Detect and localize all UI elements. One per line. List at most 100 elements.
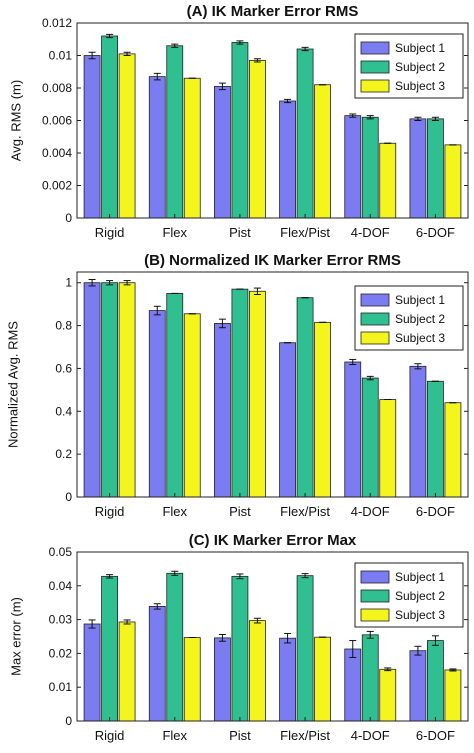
y-tick-label: 0 <box>65 211 72 225</box>
legend-swatch <box>360 293 390 307</box>
legend-entry: Subject 1 <box>395 293 445 307</box>
chart-panel-3: (C) IK Marker Error Max Max error (m) 0 0.0… <box>8 532 469 743</box>
bar <box>214 323 231 498</box>
bar <box>314 84 331 219</box>
y-tick-label: 0.6 <box>55 361 72 375</box>
bar <box>279 637 296 722</box>
bar <box>183 77 201 219</box>
bar <box>314 321 331 498</box>
legend-swatch <box>360 570 390 584</box>
legend: Subject 1 Subject 2 Subject 3 <box>354 33 464 99</box>
bar <box>166 572 184 722</box>
bar <box>183 313 201 498</box>
plot-area-frame <box>76 551 469 722</box>
bar <box>166 45 184 219</box>
bar <box>101 282 118 498</box>
y-tick-label: 0.004 <box>42 146 72 160</box>
x-tick-label: 4-DOF <box>351 225 390 240</box>
bar <box>444 402 462 498</box>
x-tick-label: Pist <box>229 728 251 743</box>
bar <box>183 637 201 722</box>
bar <box>231 575 249 722</box>
bar <box>148 310 166 498</box>
y-tick-label: 0.012 <box>42 16 72 30</box>
x-tick-label: Rigid <box>95 728 125 743</box>
plot-area-frame <box>76 22 469 219</box>
bar <box>296 48 314 219</box>
bar <box>361 116 379 219</box>
legend-entry: Subject 3 <box>395 79 445 93</box>
x-tick-label: Pist <box>229 225 251 240</box>
bar <box>427 118 444 219</box>
x-tick-label: Flex <box>162 504 187 519</box>
y-tick-label: 0.01 <box>49 680 73 694</box>
bar <box>444 669 462 722</box>
legend-entry: Subject 1 <box>395 41 445 55</box>
y-tick-label: 0.01 <box>49 49 73 63</box>
x-tick-label: 6-DOF <box>416 225 455 240</box>
bar <box>344 115 362 219</box>
legend-entry: Subject 3 <box>395 331 445 345</box>
legend-swatch <box>360 79 390 93</box>
y-tick-label: 0.8 <box>55 319 72 333</box>
bar <box>231 288 249 498</box>
bar <box>214 637 231 722</box>
legend: Subject 1 Subject 2 Subject 3 <box>354 562 464 628</box>
chart-title: (C) IK Marker Error Max <box>189 532 357 549</box>
legend-swatch <box>360 312 390 326</box>
bar <box>409 650 427 722</box>
bar <box>279 342 296 498</box>
bar <box>361 377 379 498</box>
bar <box>249 290 266 498</box>
bar <box>427 640 444 722</box>
bar <box>214 85 231 219</box>
bar <box>409 365 427 498</box>
x-tick-label: Flex/Pist <box>280 728 330 743</box>
x-tick-label: Rigid <box>95 225 125 240</box>
plot-area-frame <box>76 271 469 498</box>
x-tick-label: 4-DOF <box>351 504 390 519</box>
legend-entry: Subject 2 <box>395 589 445 603</box>
bar <box>101 575 118 722</box>
bar <box>249 620 266 722</box>
x-tick-label: 6-DOF <box>416 728 455 743</box>
y-tick-label: 0.008 <box>42 81 72 95</box>
y-tick-label: 0.02 <box>49 646 73 660</box>
y-tick-label: 0.002 <box>42 179 72 193</box>
y-tick-label: 0 <box>65 490 72 504</box>
bar <box>148 76 166 219</box>
y-tick-label: 0.03 <box>49 613 73 627</box>
legend-entry: Subject 2 <box>395 312 445 326</box>
x-tick-label: Flex <box>162 225 187 240</box>
bar <box>83 623 101 722</box>
x-tick-label: Flex/Pist <box>280 225 330 240</box>
y-tick-label: 0 <box>65 714 72 728</box>
y-tick-label: 0.04 <box>49 579 73 593</box>
y-tick-label: 1 <box>65 276 72 290</box>
bar <box>379 668 397 722</box>
y-axis-label: Normalized Avg. RMS <box>5 321 20 448</box>
bar <box>344 648 362 722</box>
bar <box>231 42 249 219</box>
legend-swatch <box>360 608 390 622</box>
bar <box>118 282 136 498</box>
legend-swatch <box>360 60 390 74</box>
bar <box>83 282 101 498</box>
y-tick-label: 0.2 <box>55 447 72 461</box>
bar <box>296 297 314 498</box>
chart-title: (B) Normalized IK Marker Error RMS <box>144 252 401 269</box>
chart-panel-2: (B) Normalized IK Marker Error RMS Normal… <box>5 252 469 519</box>
y-axis-label: Max error (m) <box>8 597 23 676</box>
bar <box>166 293 184 498</box>
bar <box>379 142 397 219</box>
chart-panel-1: (A) IK Marker Error RMS Avg. RMS (m) 0 0.00… <box>8 3 469 240</box>
y-tick-label: 0.05 <box>49 545 73 559</box>
legend-entry: Subject 1 <box>395 570 445 584</box>
x-tick-label: Pist <box>229 504 251 519</box>
bar <box>379 399 397 498</box>
bar <box>296 575 314 722</box>
x-tick-label: Flex <box>162 728 187 743</box>
chart-title: (A) IK Marker Error RMS <box>187 3 359 20</box>
bar <box>444 144 462 219</box>
